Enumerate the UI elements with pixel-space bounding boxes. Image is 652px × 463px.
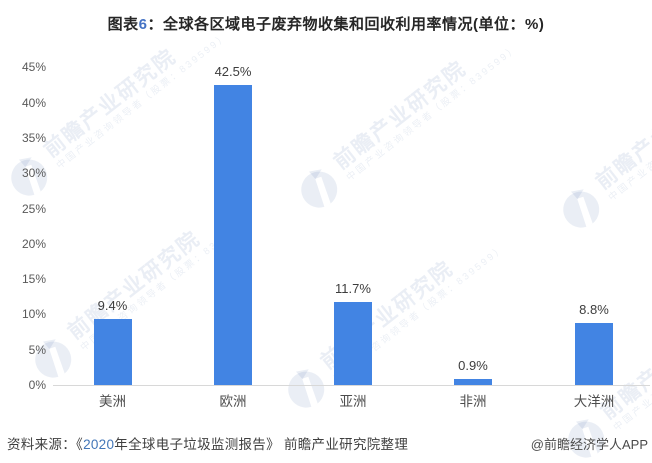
source-note: 资料来源：《2020年全球电子垃圾监测报告》 前瞻产业研究院整理 bbox=[7, 433, 408, 453]
bar-亚洲 bbox=[334, 302, 372, 385]
figure-title-text: ：全球各区域电子废弃物收集和回收利用率情况(单位：%) bbox=[147, 16, 545, 33]
x-axis-label: 美洲 bbox=[99, 394, 126, 409]
bar-欧洲 bbox=[214, 85, 252, 385]
y-axis-tick-label: 45% bbox=[21, 60, 46, 75]
credit-text: @前瞻经济学人APP bbox=[530, 437, 648, 452]
source-prefix: 资料来源：《 bbox=[7, 437, 84, 452]
y-axis-tick-label: 30% bbox=[21, 166, 46, 181]
y-axis-tick-label: 40% bbox=[21, 95, 46, 110]
bar-美洲 bbox=[93, 319, 132, 385]
figure-title-prefix: 图表 bbox=[107, 16, 139, 33]
bar-value-label: 8.8% bbox=[579, 302, 609, 317]
bar-value-label: 0.9% bbox=[458, 358, 488, 373]
y-axis-tick-label: 20% bbox=[21, 236, 46, 251]
x-axis-label: 亚洲 bbox=[339, 394, 367, 409]
y-axis-tick-label: 0% bbox=[28, 378, 46, 392]
y-axis-tick-label: 35% bbox=[21, 130, 46, 145]
source-year: 2020 bbox=[83, 437, 115, 452]
bar-非洲 bbox=[454, 379, 492, 385]
y-axis-tick-label: 5% bbox=[28, 342, 46, 357]
bar-value-label: 11.7% bbox=[335, 281, 371, 296]
y-axis-tick-label: 25% bbox=[21, 201, 46, 216]
source-text: 年全球电子垃圾监测报告》 前瞻产业研究院整理 bbox=[114, 437, 409, 452]
x-axis-label: 非洲 bbox=[459, 394, 487, 409]
x-axis-label: 欧洲 bbox=[219, 394, 247, 409]
y-axis-tick-label: 10% bbox=[21, 307, 46, 322]
x-axis-line bbox=[53, 385, 650, 386]
page-title: 图表6：全球各区域电子废弃物收集和回收利用率情况(单位：%) bbox=[0, 13, 652, 34]
bar-大洋洲 bbox=[575, 323, 613, 385]
bar-value-label: 42.5% bbox=[214, 64, 252, 79]
figure-number: 6 bbox=[138, 16, 148, 33]
bar-value-label: 9.4% bbox=[97, 298, 128, 313]
y-axis-tick-label: 15% bbox=[21, 272, 46, 287]
x-axis-label: 大洋洲 bbox=[573, 394, 615, 409]
